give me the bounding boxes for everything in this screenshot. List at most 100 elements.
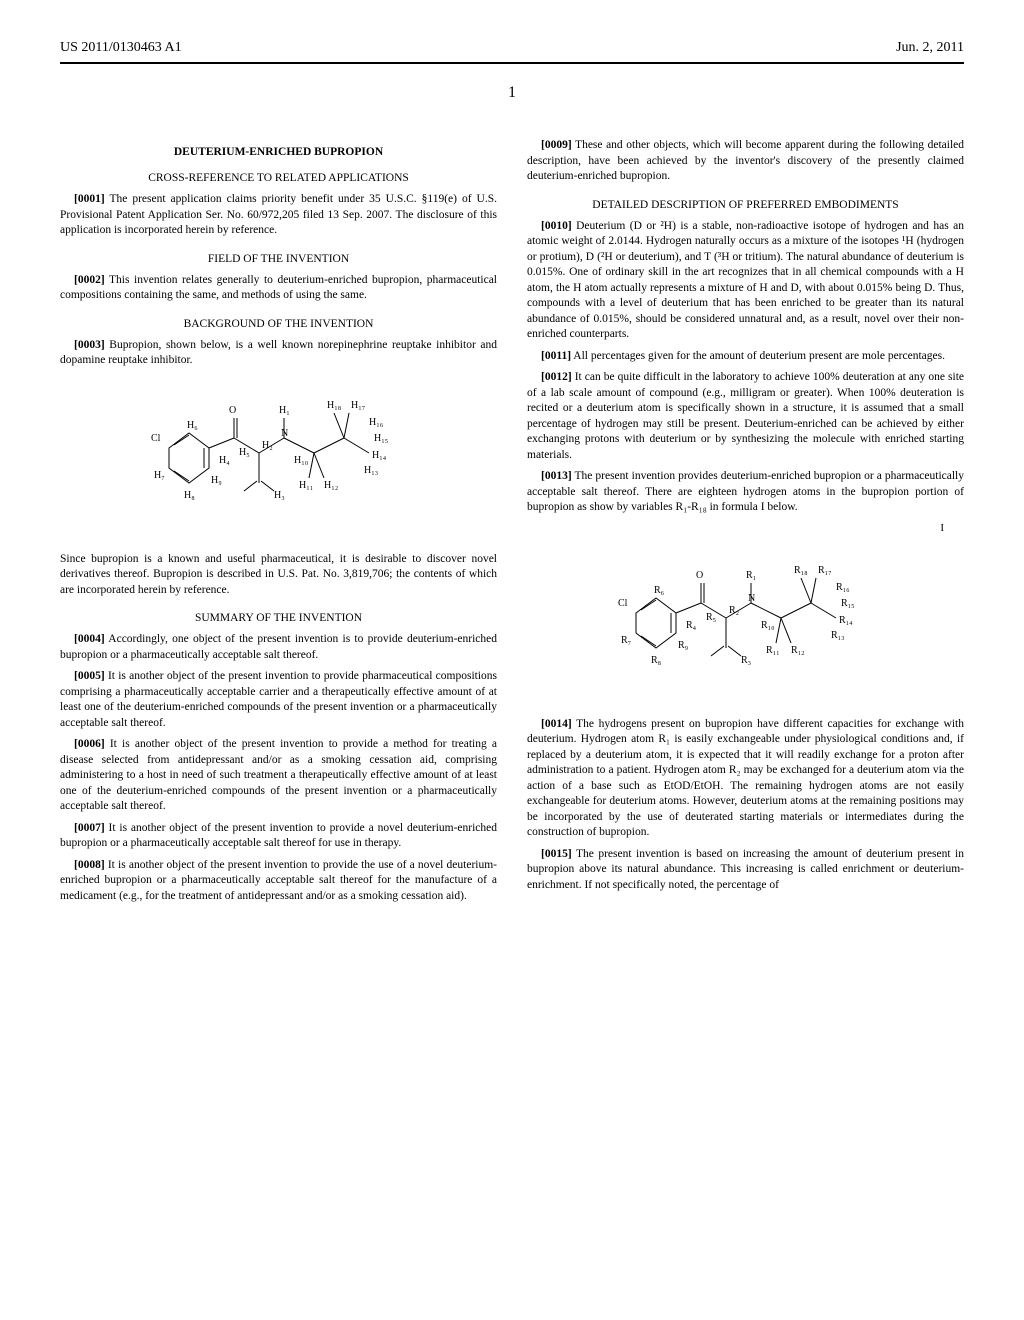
svg-text:R₁₈: R₁₈ <box>794 565 808 576</box>
para-num: [0011] <box>541 350 571 362</box>
svg-text:H₂: H₂ <box>262 440 273 451</box>
para-text: The present application claims priority … <box>60 193 497 236</box>
para-text: Deuterium (D or ²H) is a stable, non-rad… <box>527 220 964 341</box>
svg-text:O: O <box>229 405 236 416</box>
para-0011: [0011] All percentages given for the amo… <box>527 349 964 365</box>
para-text: It is another object of the present inve… <box>60 670 497 729</box>
right-column: [0009] These and other objects, which wi… <box>527 132 964 910</box>
main-title: DEUTERIUM-ENRICHED BUPROPION <box>60 146 497 158</box>
svg-text:H₁₄: H₁₄ <box>372 450 387 461</box>
svg-text:R₁₁: R₁₁ <box>766 645 780 656</box>
svg-text:H₃: H₃ <box>274 490 285 501</box>
page-header: US 2011/0130463 A1 Jun. 2, 2011 <box>60 40 964 64</box>
para-0005: [0005] It is another object of the prese… <box>60 669 497 731</box>
para-num: [0014] <box>541 718 572 730</box>
svg-text:H₁₇: H₁₇ <box>351 400 365 411</box>
para-num: [0005] <box>74 670 105 682</box>
para-text: It is another object of the present inve… <box>60 822 497 850</box>
para-text: This invention relates generally to deut… <box>60 274 497 302</box>
svg-text:R₁₀: R₁₀ <box>761 620 775 631</box>
para-text: The present invention is based on increa… <box>527 848 964 891</box>
svg-text:N: N <box>748 593 755 604</box>
svg-text:H₁: H₁ <box>279 405 290 416</box>
para-num: [0001] <box>74 193 105 205</box>
para-0003: [0003] Bupropion, shown below, is a well… <box>60 338 497 369</box>
para-0010: [0010] Deuterium (D or ²H) is a stable, … <box>527 219 964 343</box>
svg-text:Cl: Cl <box>618 598 628 609</box>
svg-text:R₁₃: R₁₃ <box>831 630 845 641</box>
para-text: It can be quite difficult in the laborat… <box>527 371 964 461</box>
para-text: Accordingly, one object of the present i… <box>60 633 497 661</box>
svg-text:R₁₆: R₁₆ <box>836 582 850 593</box>
para-num: [0002] <box>74 274 105 286</box>
svg-text:R₄: R₄ <box>686 620 697 631</box>
svg-text:H₁₃: H₁₃ <box>364 465 378 476</box>
svg-text:R₈: R₈ <box>651 655 662 666</box>
svg-text:H₁₁: H₁₁ <box>299 480 313 491</box>
para-num: [0007] <box>74 822 105 834</box>
para-num: [0010] <box>541 220 572 232</box>
svg-text:Cl: Cl <box>151 433 161 444</box>
para-num: [0015] <box>541 848 572 860</box>
background-heading: BACKGROUND OF THE INVENTION <box>60 318 497 330</box>
para-0002: [0002] This invention relates generally … <box>60 273 497 304</box>
svg-text:H₈: H₈ <box>184 490 195 501</box>
left-column: DEUTERIUM-ENRICHED BUPROPION CROSS-REFER… <box>60 132 497 910</box>
para-0013: [0013] The present invention provides de… <box>527 469 964 516</box>
svg-text:R₉: R₉ <box>678 640 689 651</box>
para-text: The hydrogens present on bupropion have … <box>527 718 964 839</box>
publication-date: Jun. 2, 2011 <box>896 40 964 56</box>
svg-text:R₅: R₅ <box>706 612 716 623</box>
para-num: [0003] <box>74 339 105 351</box>
para-text: It is another object of the present inve… <box>60 859 497 902</box>
para-num: [0008] <box>74 859 105 871</box>
svg-text:H₉: H₉ <box>211 475 222 486</box>
svg-text:N: N <box>281 428 288 439</box>
para-post-structure-1: Since bupropion is a known and useful ph… <box>60 552 497 599</box>
summary-heading: SUMMARY OF THE INVENTION <box>60 612 497 624</box>
svg-text:H₁₀: H₁₀ <box>294 455 309 466</box>
publication-number: US 2011/0130463 A1 <box>60 40 182 56</box>
para-0001: [0001] The present application claims pr… <box>60 192 497 239</box>
svg-text:H₇: H₇ <box>154 470 165 481</box>
para-0006: [0006] It is another object of the prese… <box>60 737 497 815</box>
para-num: [0012] <box>541 371 572 383</box>
svg-text:H₁₈: H₁₈ <box>327 400 342 411</box>
para-0007: [0007] It is another object of the prese… <box>60 821 497 852</box>
svg-text:R₁: R₁ <box>746 570 756 581</box>
para-text: The present invention provides deuterium… <box>527 470 964 513</box>
svg-text:R₆: R₆ <box>654 585 665 596</box>
svg-text:H₁₆: H₁₆ <box>369 417 384 428</box>
svg-text:R₁₂: R₁₂ <box>791 645 805 656</box>
chemical-structure-h: Cl O N H₆ H₇ H₈ H₉ H₄ H₅ H₂ H₃ H₁ H₁₀ H₁… <box>60 383 497 538</box>
para-num: [0013] <box>541 470 572 482</box>
svg-text:H₁₂: H₁₂ <box>324 480 338 491</box>
para-num: [0004] <box>74 633 105 645</box>
svg-text:R₃: R₃ <box>741 655 751 666</box>
svg-text:H₅: H₅ <box>239 447 250 458</box>
svg-text:R₁₅: R₁₅ <box>841 598 855 609</box>
para-text: It is another object of the present inve… <box>60 738 497 812</box>
svg-text:R₁₇: R₁₇ <box>818 565 832 576</box>
para-text: All percentages given for the amount of … <box>573 350 945 362</box>
para-0012: [0012] It can be quite difficult in the … <box>527 370 964 463</box>
svg-text:O: O <box>696 570 703 581</box>
svg-text:R₂: R₂ <box>729 605 739 616</box>
para-0014: [0014] The hydrogens present on bupropio… <box>527 717 964 841</box>
svg-text:H₁₅: H₁₅ <box>374 433 388 444</box>
para-num: [0009] <box>541 139 572 151</box>
field-heading: FIELD OF THE INVENTION <box>60 253 497 265</box>
cross-ref-heading: CROSS-REFERENCE TO RELATED APPLICATIONS <box>60 172 497 184</box>
page-number: 1 <box>60 84 964 102</box>
para-0015: [0015] The present invention is based on… <box>527 847 964 894</box>
para-text: Bupropion, shown below, is a well known … <box>60 339 497 367</box>
svg-text:R₇: R₇ <box>621 635 631 646</box>
svg-text:H₄: H₄ <box>219 455 230 466</box>
formula-label: I <box>527 522 944 534</box>
svg-text:H₆: H₆ <box>187 420 198 431</box>
chemical-structure-r: Cl O N R₆ R₇ R₈ R₉ R₄ R₅ R₂ R₃ R₁ R₁₀ R₁… <box>527 548 964 703</box>
svg-text:R₁₄: R₁₄ <box>839 615 853 626</box>
detailed-heading: DETAILED DESCRIPTION OF PREFERRED EMBODI… <box>527 199 964 211</box>
para-num: [0006] <box>74 738 105 750</box>
para-0009: [0009] These and other objects, which wi… <box>527 138 964 185</box>
